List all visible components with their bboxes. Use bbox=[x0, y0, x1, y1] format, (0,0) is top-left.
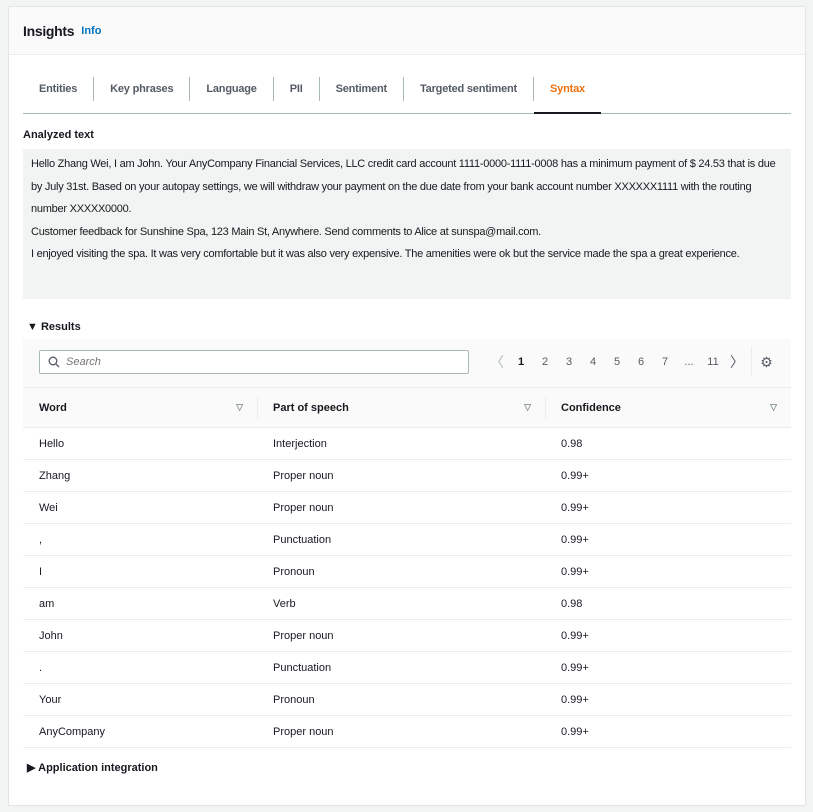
analyzed-text-line: Hello Zhang Wei, I am John. Your AnyComp… bbox=[31, 158, 776, 215]
application-integration-toggle[interactable]: ▶ Application integration bbox=[27, 762, 158, 774]
analyzed-text: Hello Zhang Wei, I am John. Your AnyComp… bbox=[23, 149, 791, 299]
pagination: 〈 1 2 3 4 5 6 7... 11 〉 bbox=[485, 350, 749, 374]
page-4[interactable]: 4 bbox=[589, 356, 597, 368]
tab-list: Entities Key phrases Language PII Sentiment T… bbox=[23, 77, 791, 114]
search-icon bbox=[48, 356, 60, 368]
page-title: Insights bbox=[23, 22, 75, 39]
column-divider bbox=[257, 398, 258, 418]
table-row: John Proper noun 0.99+ bbox=[23, 619, 791, 652]
info-link[interactable]: Info bbox=[81, 24, 102, 37]
table-row: Zhang Proper noun 0.99+ bbox=[23, 459, 791, 492]
word-cell: . bbox=[23, 651, 257, 684]
caret-right-icon: ▶ bbox=[27, 762, 36, 774]
confidence-cell: 0.99+ bbox=[545, 523, 791, 556]
column-header-confidence[interactable]: Confidence ▽ bbox=[545, 387, 791, 428]
page-6[interactable]: 6 bbox=[637, 356, 645, 368]
table-row: Your Pronoun 0.99+ bbox=[23, 683, 791, 716]
search-field[interactable] bbox=[39, 350, 469, 374]
word-cell: I bbox=[23, 555, 257, 588]
tab-syntax[interactable]: Syntax bbox=[534, 77, 601, 114]
confidence-cell: 0.99+ bbox=[545, 683, 791, 716]
page-3[interactable]: 3 bbox=[565, 356, 573, 368]
tab-key-phrases[interactable]: Key phrases bbox=[94, 77, 191, 101]
part-of-speech-cell: Pronoun bbox=[257, 555, 545, 588]
insights-panel: Insights Info Entities Key phrases Languag… bbox=[8, 6, 806, 806]
caret-down-icon: ▼ bbox=[27, 321, 38, 333]
column-header-word[interactable]: Word ▽ bbox=[23, 387, 257, 428]
word-cell: Zhang bbox=[23, 459, 257, 492]
part-of-speech-cell: Punctuation bbox=[257, 523, 545, 556]
column-divider bbox=[545, 398, 546, 418]
part-of-speech-cell: Proper noun bbox=[257, 491, 545, 524]
part-of-speech-cell: Proper noun bbox=[257, 715, 545, 748]
confidence-cell: 0.99+ bbox=[545, 491, 791, 524]
search-input[interactable] bbox=[66, 356, 446, 368]
chevron-right-icon[interactable]: 〉 bbox=[730, 354, 744, 370]
confidence-cell: 0.98 bbox=[545, 427, 791, 460]
word-cell: John bbox=[23, 619, 257, 652]
part-of-speech-cell: Pronoun bbox=[257, 683, 545, 716]
part-of-speech-cell: Punctuation bbox=[257, 651, 545, 684]
table-row: . Punctuation 0.99+ bbox=[23, 651, 791, 684]
page-7[interactable]: 7 bbox=[661, 356, 669, 368]
table-row: AnyCompany Proper noun 0.99+ bbox=[23, 715, 791, 748]
confidence-cell: 0.99+ bbox=[545, 715, 791, 748]
gear-icon: ⚙ bbox=[760, 353, 773, 370]
analyzed-text-line: Customer feedback for Sunshine Spa, 123 … bbox=[31, 225, 541, 238]
tab-language[interactable]: Language bbox=[190, 77, 274, 101]
preferences-button[interactable]: ⚙ bbox=[751, 347, 781, 377]
analyzed-text-line: I enjoyed visiting the spa. It was very … bbox=[31, 248, 740, 260]
table-row: , Punctuation 0.99+ bbox=[23, 523, 791, 556]
table-row: Hello Interjection 0.98 bbox=[23, 427, 791, 460]
sort-icon[interactable]: ▽ bbox=[524, 401, 531, 412]
word-cell: am bbox=[23, 587, 257, 620]
word-cell: Wei bbox=[23, 491, 257, 524]
tab-entities[interactable]: Entities bbox=[23, 77, 95, 101]
panel-header: Insights Info bbox=[9, 7, 805, 55]
page-1[interactable]: 1 bbox=[517, 356, 525, 368]
part-of-speech-cell: Proper noun bbox=[257, 619, 545, 652]
table-row: am Verb 0.98 bbox=[23, 587, 791, 620]
column-header-part-of-speech[interactable]: Part of speech ▽ bbox=[257, 387, 545, 428]
sort-icon[interactable]: ▽ bbox=[236, 401, 243, 412]
table-toolbar: 〈 1 2 3 4 5 6 7... 11 〉 ⚙ bbox=[23, 339, 791, 387]
results-table: Word ▽ Part of speech ▽ Confidence ▽ Hello Int… bbox=[23, 387, 791, 748]
chevron-left-icon[interactable]: 〈 bbox=[490, 354, 504, 370]
tab-targeted-sentiment[interactable]: Targeted sentiment bbox=[404, 77, 535, 101]
tab-pii[interactable]: PII bbox=[274, 77, 320, 101]
results-toggle[interactable]: ▼ Results bbox=[27, 321, 81, 333]
analyzed-text-label: Analyzed text bbox=[23, 129, 94, 141]
confidence-cell: 0.99+ bbox=[545, 651, 791, 684]
confidence-cell: 0.99+ bbox=[545, 555, 791, 588]
word-cell: AnyCompany bbox=[23, 715, 257, 748]
sort-icon[interactable]: ▽ bbox=[770, 401, 777, 412]
part-of-speech-cell: Proper noun bbox=[257, 459, 545, 492]
page-11[interactable]: 11 bbox=[707, 356, 719, 368]
word-cell: , bbox=[23, 523, 257, 556]
tab-sentiment[interactable]: Sentiment bbox=[320, 77, 404, 101]
table-row: I Pronoun 0.99+ bbox=[23, 555, 791, 588]
part-of-speech-cell: Interjection bbox=[257, 427, 545, 460]
table-row: Wei Proper noun 0.99+ bbox=[23, 491, 791, 524]
word-cell: Hello bbox=[23, 427, 257, 460]
part-of-speech-cell: Verb bbox=[257, 587, 545, 620]
word-cell: Your bbox=[23, 683, 257, 716]
confidence-cell: 0.98 bbox=[545, 587, 791, 620]
page-5[interactable]: 5 bbox=[613, 356, 621, 368]
page-2[interactable]: 2 bbox=[541, 356, 549, 368]
confidence-cell: 0.99+ bbox=[545, 459, 791, 492]
page-ellipsis[interactable]: ... bbox=[684, 356, 694, 368]
confidence-cell: 0.99+ bbox=[545, 619, 791, 652]
